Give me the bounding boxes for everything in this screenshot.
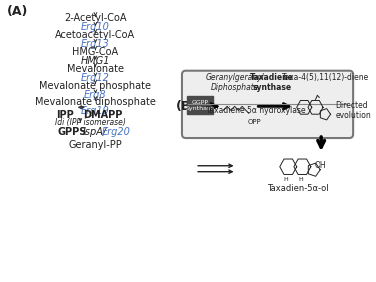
- Text: Mevalonate: Mevalonate: [67, 64, 124, 74]
- Text: Erg19: Erg19: [81, 106, 110, 116]
- Text: OPP: OPP: [248, 119, 261, 125]
- Text: Taxadiene 5α hydroxylase: Taxadiene 5α hydroxylase: [206, 106, 305, 115]
- Text: Mevalonate phosphate: Mevalonate phosphate: [39, 81, 152, 91]
- Text: Erg20: Erg20: [102, 127, 131, 137]
- Text: H: H: [298, 177, 303, 182]
- Text: Taxa-4(5),11(12)-diene: Taxa-4(5),11(12)-diene: [282, 73, 370, 82]
- Text: GPPS: GPPS: [58, 127, 87, 137]
- Text: Geranyl-PP: Geranyl-PP: [68, 140, 122, 150]
- Bar: [186, 96, 213, 114]
- Text: IPP: IPP: [56, 110, 74, 120]
- Text: 2-Acetyl-CoA: 2-Acetyl-CoA: [64, 13, 127, 23]
- Text: Taxadien-5α-ol: Taxadien-5α-ol: [267, 184, 329, 193]
- Text: Mevalonate diphosphate: Mevalonate diphosphate: [35, 98, 156, 107]
- Text: Directed
evolution: Directed evolution: [335, 101, 371, 120]
- FancyBboxPatch shape: [182, 71, 353, 138]
- Text: (B): (B): [175, 100, 197, 113]
- Text: H: H: [283, 177, 288, 182]
- Text: Erg13: Erg13: [81, 39, 110, 49]
- Text: HMG1: HMG1: [81, 56, 110, 66]
- Text: Erg12: Erg12: [81, 73, 110, 83]
- Text: GGPP
Synthase: GGPP Synthase: [185, 100, 214, 111]
- Text: DMAPP: DMAPP: [83, 110, 123, 120]
- Text: OH: OH: [315, 161, 326, 170]
- Text: IspA/: IspA/: [83, 127, 107, 137]
- Text: (A): (A): [7, 5, 29, 18]
- Text: Acetoacetyl-CoA: Acetoacetyl-CoA: [55, 30, 135, 40]
- Text: HMG-CoA: HMG-CoA: [72, 47, 118, 57]
- Text: Taxadiene
synthase: Taxadiene synthase: [250, 73, 294, 92]
- Text: Idi (IPP isomerase): Idi (IPP isomerase): [55, 118, 126, 127]
- Text: Erg10: Erg10: [81, 22, 110, 32]
- Text: Geranylgeranyl
Diphosphate: Geranylgeranyl Diphosphate: [205, 73, 264, 92]
- Text: Erg8: Erg8: [84, 89, 107, 100]
